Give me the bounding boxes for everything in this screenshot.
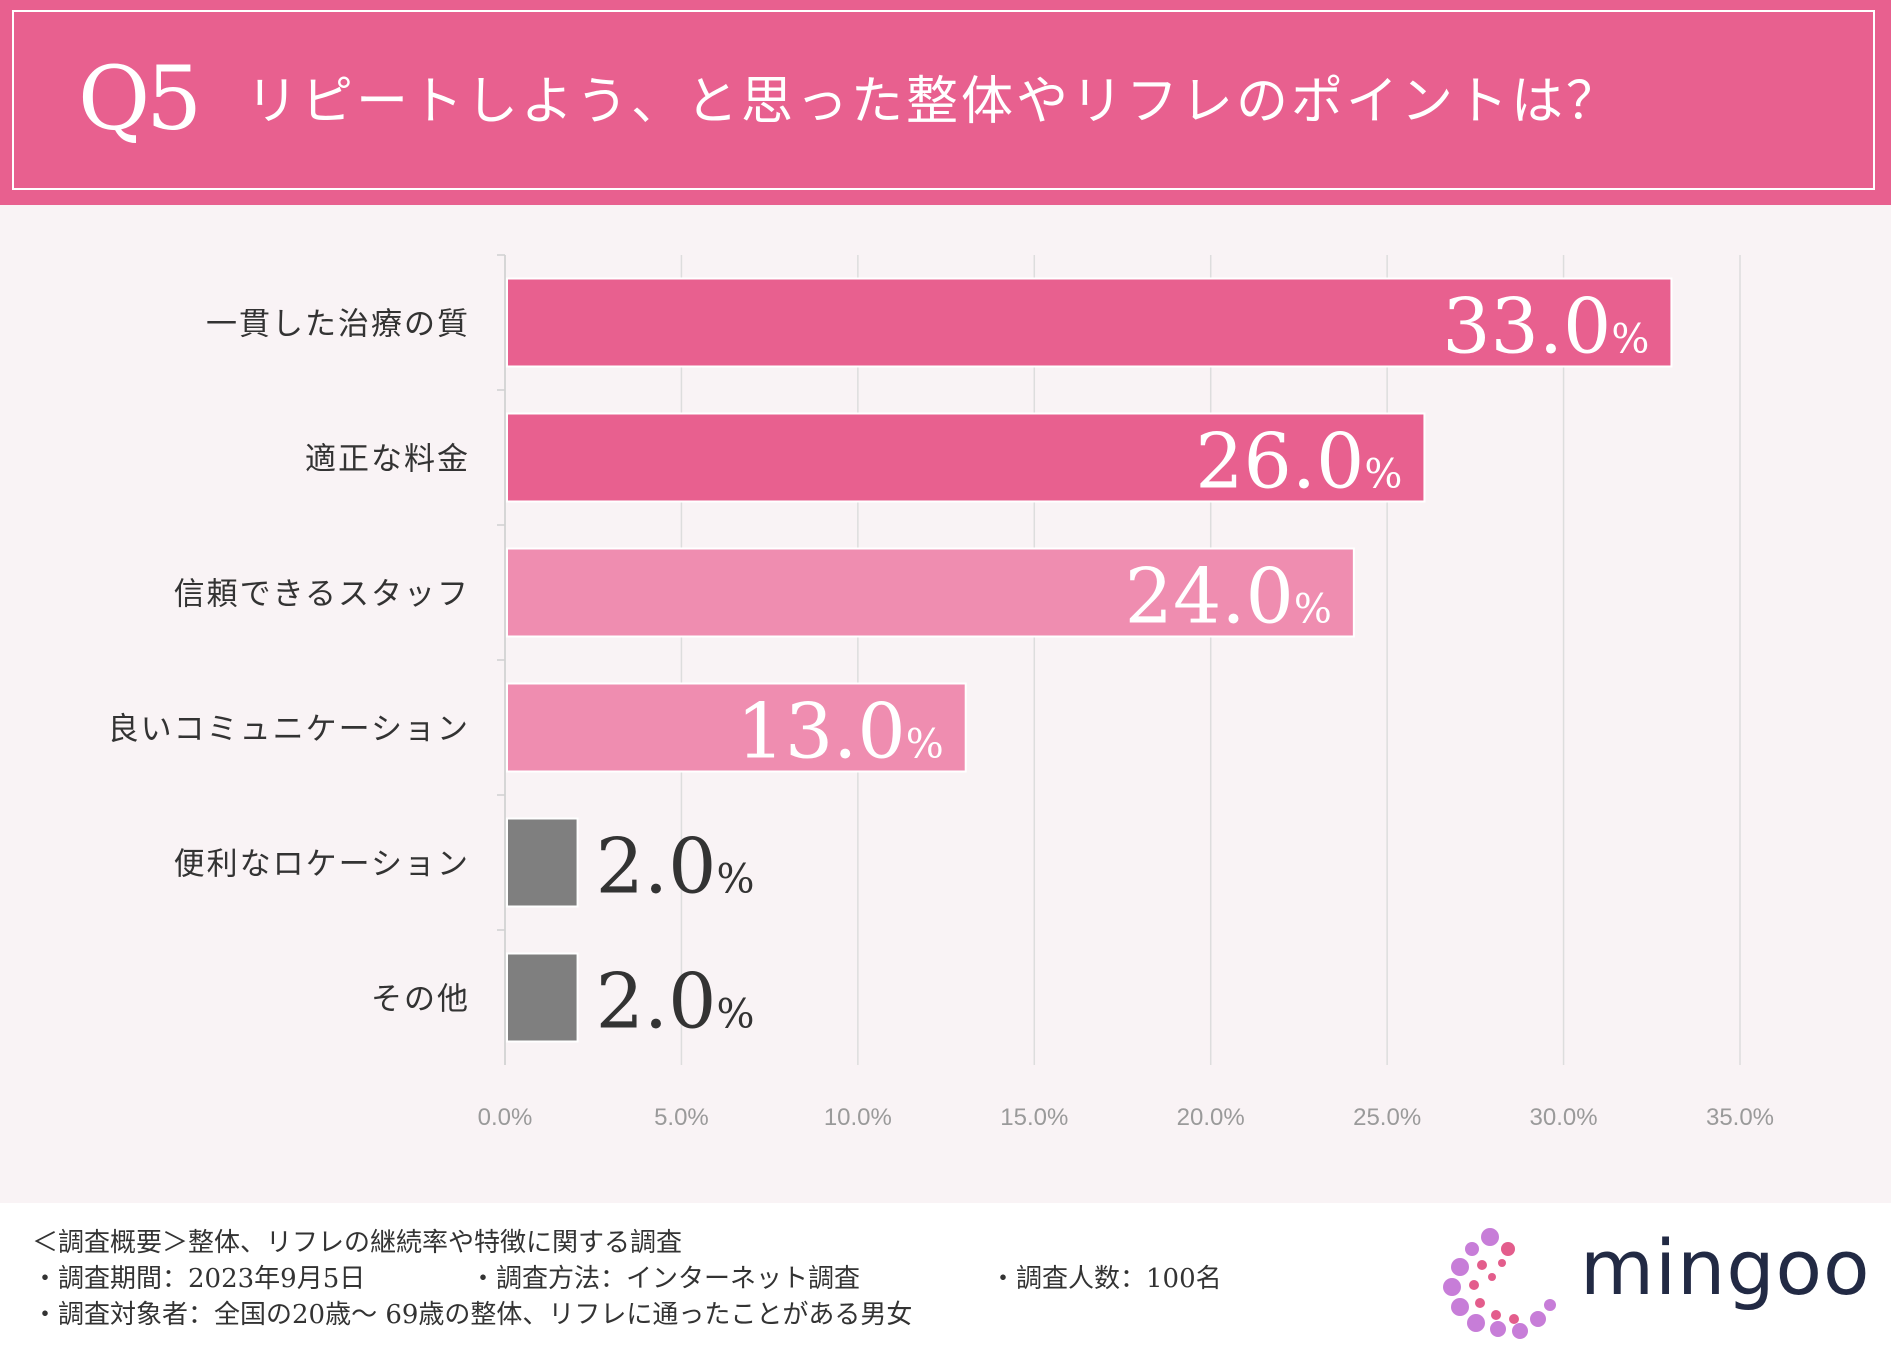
bar-value-label: 2.0% (596, 957, 755, 1046)
bar-value-label: 2.0% (596, 822, 755, 911)
x-tick-label: 20.0% (1177, 1104, 1245, 1131)
logo-dot (1498, 1259, 1506, 1267)
logo-dot (1509, 1314, 1519, 1324)
x-tick-label: 25.0% (1353, 1104, 1421, 1131)
logo-dot (1467, 1314, 1485, 1332)
logo-dot (1544, 1299, 1556, 1311)
logo-dot (1501, 1242, 1515, 1256)
bar-chart: 0.0% 5.0% 10.0% 15.0% 20.0% 25.0% 30.0% 35.0% 一貫… (108, 254, 1774, 1131)
bar (506, 682, 967, 773)
logo-dot (1481, 1228, 1499, 1246)
logo-dot (1488, 1273, 1496, 1281)
survey-method: ・調査方法：インターネット調査 (470, 1264, 861, 1294)
survey-subjects: ・調査対象者：全国の20歳〜 69歳の整体、リフレに通ったことがある男女 (32, 1300, 913, 1330)
bar (506, 817, 579, 908)
logo-dot (1475, 1298, 1485, 1308)
logo-dot (1451, 1258, 1469, 1276)
bar-value-label: 24.0% (1125, 552, 1332, 641)
category-label: 適正な料金 (305, 442, 470, 478)
header-frame (12, 10, 1875, 190)
logo-dot (1512, 1323, 1528, 1339)
bar (506, 412, 1426, 503)
category-label: 一貫した治療の質 (206, 307, 470, 343)
logo-dot (1477, 1260, 1487, 1270)
logo-dot (1530, 1311, 1546, 1327)
survey-count: ・調査人数：100名 (990, 1264, 1222, 1294)
category-label: 便利なロケーション (174, 847, 470, 883)
logo-dot (1443, 1278, 1461, 1296)
bar (506, 952, 579, 1043)
category-label: 良いコミュニケーション (108, 712, 470, 748)
bar (506, 277, 1673, 368)
x-tick-label: 5.0% (654, 1104, 709, 1131)
x-tick-label: 10.0% (824, 1104, 892, 1131)
x-tick-label: 30.0% (1530, 1104, 1598, 1131)
question-number: Q5 (78, 47, 202, 150)
header-banner: Q5 リピートしよう、と思った整体やリフレのポイントは？ (0, 0, 1891, 205)
logo-dot (1469, 1280, 1479, 1290)
logo-dot (1451, 1298, 1469, 1316)
category-label: その他 (371, 982, 470, 1018)
question-title: リピートしよう、と思った整体やリフレのポイントは？ (246, 72, 1622, 132)
footer: ＜調査概要＞整体、リフレの継続率や特徴に関する調査 ・調査期間：2023年9月5… (0, 1203, 1891, 1350)
survey-summary: ＜調査概要＞整体、リフレの継続率や特徴に関する調査 (32, 1228, 683, 1258)
bar-value-label: 33.0% (1442, 282, 1649, 371)
x-tick-label: 0.0% (478, 1104, 533, 1131)
logo-dot (1491, 1310, 1501, 1320)
logo-text: mingoo (1580, 1223, 1871, 1312)
survey-period: ・調査期間：2023年9月5日 (32, 1264, 366, 1294)
x-tick-label: 35.0% (1706, 1104, 1774, 1131)
category-label: 信頼できるスタッフ (174, 577, 470, 613)
mingoo-logo: mingoo (1430, 1215, 1870, 1340)
logo-dot (1465, 1242, 1479, 1256)
mingoo-logo-mark-icon (1443, 1228, 1556, 1339)
bar-value-label: 13.0% (736, 687, 943, 776)
bar-value-label: 26.0% (1195, 417, 1402, 506)
chart-area: 0.0% 5.0% 10.0% 15.0% 20.0% 25.0% 30.0% 35.0% 一貫… (0, 205, 1891, 1203)
logo-dot (1490, 1321, 1506, 1337)
x-tick-label: 15.0% (1000, 1104, 1068, 1131)
bar (506, 547, 1355, 638)
